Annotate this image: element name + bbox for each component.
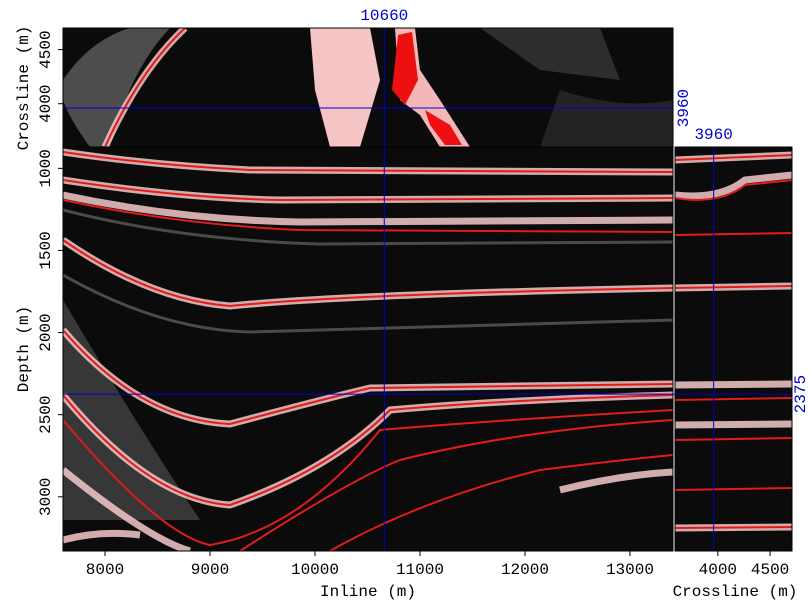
x-tick-label: 4500: [751, 561, 789, 579]
right-frame: [674, 146, 793, 552]
x-tick-label: 4000: [699, 561, 737, 579]
y-tick-label: 1000: [37, 149, 55, 187]
x-tick-label: 11000: [396, 561, 444, 579]
x-tick-label: 13000: [606, 561, 654, 579]
y-tick-label: 3000: [37, 478, 55, 516]
main-panel: [63, 147, 673, 551]
y-tick-label: 2000: [37, 313, 55, 351]
crosshair-label: 2375: [792, 375, 809, 413]
y-tick-label: 2500: [37, 395, 55, 433]
right-panel: [675, 147, 792, 551]
top-panel: [63, 28, 673, 147]
main-frame: [62, 146, 674, 552]
crosshair-label: 10660: [360, 7, 408, 25]
crosshair-label: 3960: [694, 126, 732, 144]
y-axis-label: Crossline (m): [15, 26, 33, 151]
crosshair-label: 3960: [675, 89, 693, 127]
x-axis-label: Crossline (m): [673, 583, 798, 601]
x-tick-label: 9000: [191, 561, 229, 579]
y-tick-label: 4000: [37, 85, 55, 123]
y-axis-label: Depth (m): [15, 306, 33, 392]
x-tick-label: 10000: [291, 561, 339, 579]
x-axis-label: Inline (m): [320, 583, 416, 601]
x-tick-label: 8000: [86, 561, 124, 579]
y-tick-label: 1500: [37, 231, 55, 269]
x-tick-label: 12000: [501, 561, 549, 579]
y-tick-label: 4500: [37, 30, 55, 68]
